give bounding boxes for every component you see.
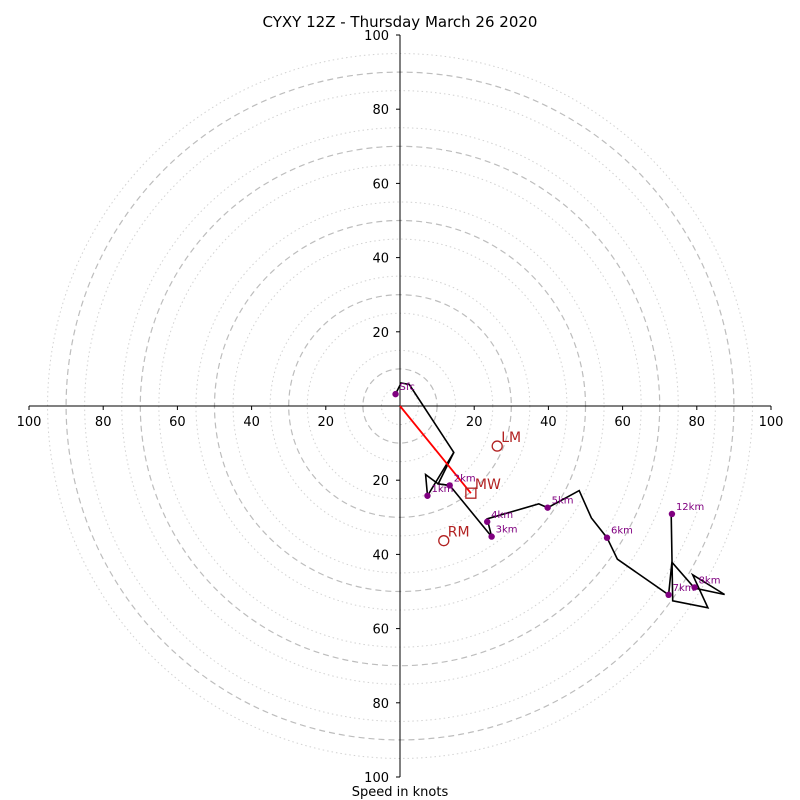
height-marker-point: [691, 584, 698, 591]
x-tick-label: 40: [540, 415, 557, 430]
height-marker-label: 5km: [552, 496, 574, 507]
y-tick-label: 40: [372, 252, 389, 267]
storm-marker-square: [465, 487, 477, 499]
height-marker-label: 12km: [676, 502, 704, 513]
y-tick-label: 60: [372, 177, 389, 192]
chart-title: CYXY 12Z - Thursday March 26 2020: [263, 13, 538, 31]
y-tick-label: 80: [372, 103, 389, 118]
hodograph-trace-lowlevel: [424, 451, 455, 499]
x-tick-label: 20: [466, 415, 483, 430]
height-marker-point: [603, 534, 611, 541]
height-marker-label: 8km: [699, 575, 721, 586]
wind-trace: [394, 382, 726, 609]
x-axis-label: Speed in knots: [352, 785, 449, 800]
storm-motion-markers: LM MW RM: [438, 430, 521, 547]
height-marker-point: [392, 390, 399, 398]
height-marker-point: [668, 510, 676, 518]
x-tick-label: 40: [243, 415, 260, 430]
y-tick-label: 80: [372, 697, 389, 712]
height-marker-label: 6km: [611, 526, 633, 537]
tick-labels: 100 80 60 40 20 20 40 60 80 100 100 80 60 40 20 20 40 60 8…: [17, 29, 784, 786]
y-tick-label: 100: [364, 29, 389, 44]
x-tick-label: 80: [689, 415, 706, 430]
storm-marker-label: RM: [448, 525, 470, 541]
height-marker-label: Sfc: [400, 382, 415, 393]
height-marker-point: [488, 533, 495, 540]
storm-marker-circle: [438, 535, 450, 547]
height-marker-label: 7km: [673, 583, 695, 594]
height-marker-point: [544, 504, 551, 511]
height-marker-label: 4km: [491, 510, 513, 521]
y-tick-label: 20: [372, 474, 389, 489]
storm-marker-circle: [491, 440, 503, 452]
storm-marker-label: MW: [475, 477, 501, 493]
y-tick-label: 100: [364, 771, 389, 786]
height-marker-label: 1km: [431, 484, 453, 495]
x-tick-label: 100: [17, 415, 42, 430]
x-tick-label: 60: [169, 415, 186, 430]
storm-marker-label: LM: [501, 430, 521, 446]
height-marker-point: [446, 482, 453, 489]
height-marker-point: [665, 591, 672, 599]
mean-wind-line: [399, 405, 472, 494]
height-marker-label: 2km: [454, 473, 476, 484]
x-tick-label: 60: [614, 415, 631, 430]
x-tick-label: 80: [95, 415, 112, 430]
y-tick-label: 40: [372, 548, 389, 563]
mean-wind-vector: [399, 405, 472, 494]
y-tick-label: 60: [372, 623, 389, 638]
x-tick-label: 20: [318, 415, 335, 430]
height-marker-point: [483, 518, 491, 525]
hodograph-trace: [394, 382, 726, 609]
y-tick-label: 20: [372, 326, 389, 341]
height-marker-point: [424, 492, 431, 499]
x-tick-label: 100: [759, 415, 784, 430]
height-marker-label: 3km: [496, 525, 518, 536]
